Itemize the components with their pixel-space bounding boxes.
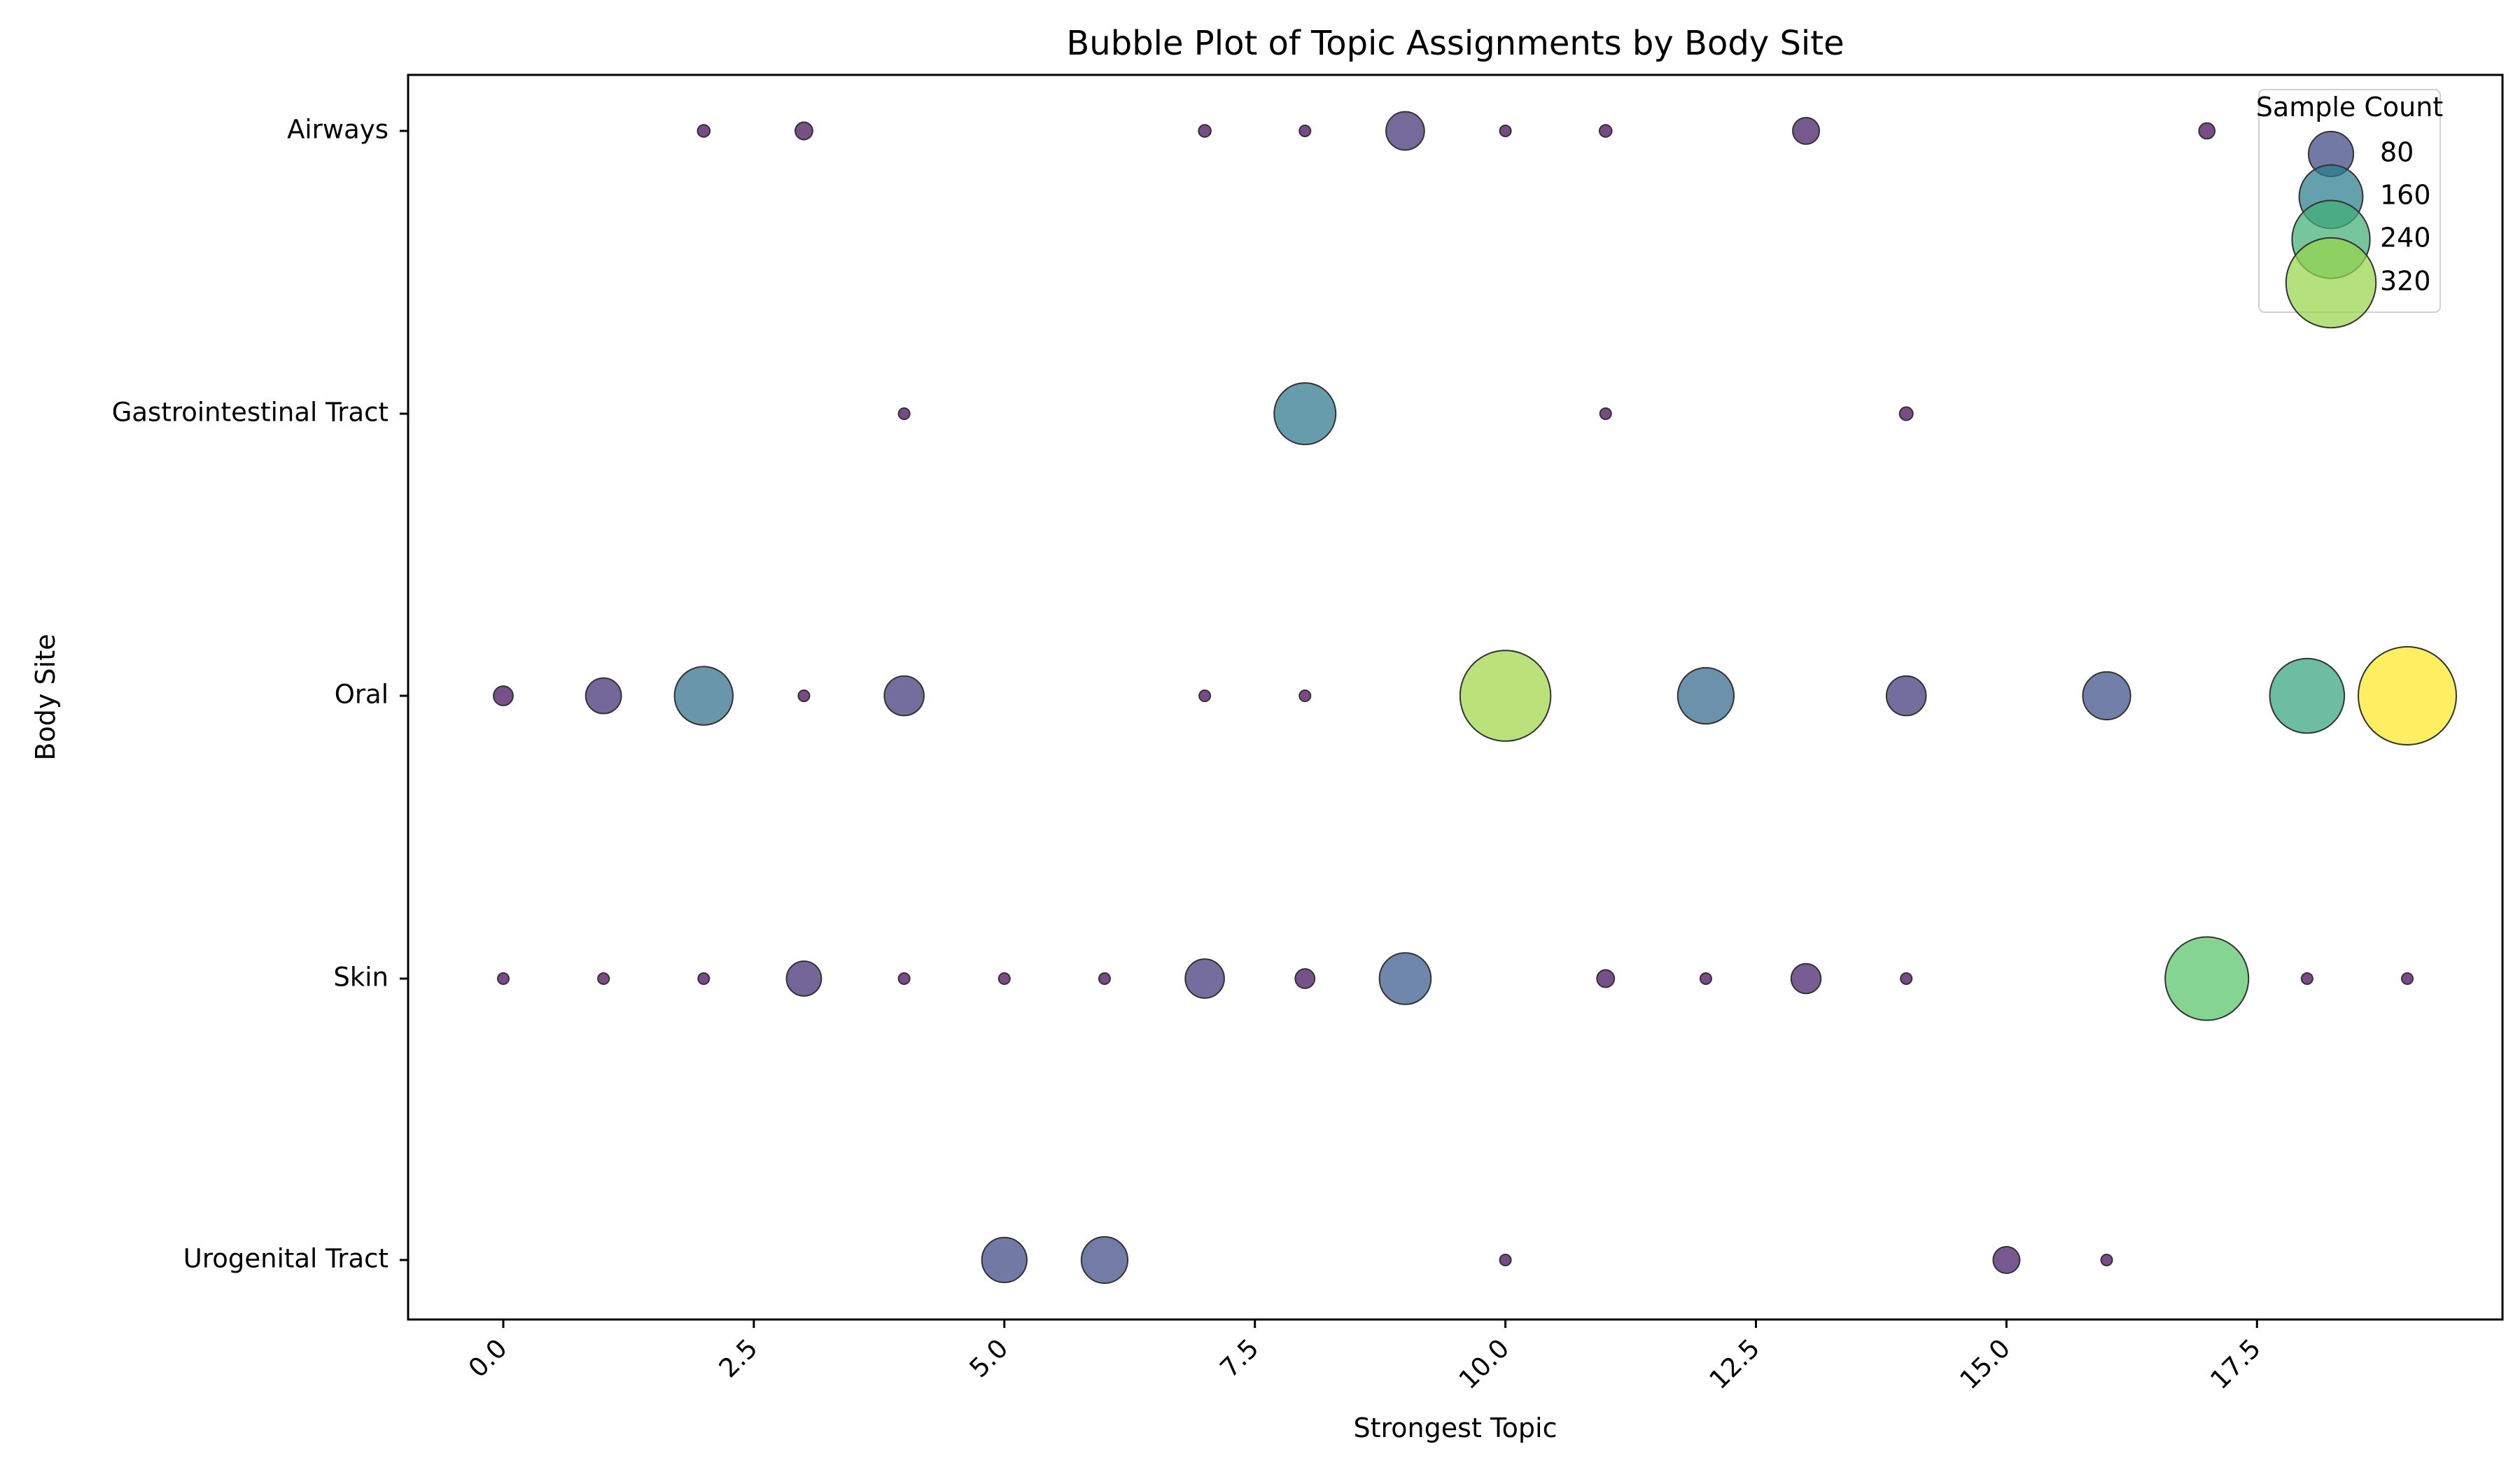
bubble-point [1499,124,1512,138]
bubble-point [1098,972,1111,986]
bubble-point [1378,952,1432,1005]
y-tick-label: Skin [333,962,388,993]
bubble-point [897,972,911,986]
bubble-point [2082,671,2132,721]
bubble-point [981,1236,1028,1284]
bubble-point [2269,657,2346,734]
bubble-point [797,689,811,703]
bubble-point [1885,675,1927,717]
bubble-point [1198,689,1212,703]
bubble-point [1499,1253,1512,1267]
bubble-point [2300,972,2314,986]
bubble-point [794,121,813,141]
legend-label: 80 [2380,137,2414,168]
legend-label: 240 [2380,223,2431,253]
x-tick-label: 17.5 [2204,1333,2267,1395]
bubble-point [883,675,925,717]
legend-bubble [2285,237,2377,329]
bubble-point [1198,124,1212,138]
bubble-point [493,685,514,706]
bubble-point [584,677,622,715]
bubble-point [597,972,610,986]
bubble-point [1676,666,1735,725]
bubble-point [1298,689,1312,703]
bubble-point [2164,936,2250,1021]
bubble-point [785,960,822,997]
bubble-point [697,972,710,986]
bubble-point [696,124,711,138]
chart-title: Bubble Plot of Topic Assignments by Body… [1066,24,1844,63]
bubble-point [1599,407,1612,421]
bubble-point [1298,124,1312,138]
bubble-point [1385,111,1425,151]
bubble-point [1459,650,1552,742]
bubble-point [1790,962,1822,995]
bubble-point [1992,1245,2021,1275]
x-tick-label: 2.5 [713,1333,764,1383]
x-tick-label: 12.5 [1704,1333,1766,1395]
bubble-point [1273,382,1337,445]
bubble-point [1900,972,1913,986]
y-tick-label: Airways [287,115,388,145]
x-tick-label: 10.0 [1453,1333,1516,1395]
bubble-point [1598,124,1613,138]
y-tick-label: Gastrointestinal Tract [112,398,388,428]
bubble-point [2400,972,2414,986]
bubble-point [1699,972,1712,986]
y-tick-label: Oral [335,680,388,710]
bubble-point [2198,122,2216,140]
x-tick-label: 7.5 [1214,1333,1264,1383]
x-tick-label: 0.0 [463,1333,513,1383]
y-axis-label: Body Site [30,634,61,761]
plot-frame [407,74,2504,1321]
bubble-point [997,972,1011,986]
bubble-point [2100,1253,2113,1267]
bubble-point [496,972,510,986]
y-tick-label: Urogenital Tract [183,1244,388,1274]
bubble-point [2358,646,2457,746]
bubble-point [1080,1236,1129,1284]
bubble-point [1898,406,1914,421]
legend-label: 160 [2380,180,2431,211]
bubble-point [897,407,911,421]
bubble-point [1184,958,1225,999]
bubble-point [1294,968,1316,989]
bubble-point [673,666,734,726]
bubble-point [1596,969,1616,988]
x-axis-label: Strongest Topic [1354,1413,1558,1443]
x-tick-label: 15.0 [1954,1333,2016,1395]
x-tick-label: 5.0 [964,1333,1014,1383]
legend-label: 320 [2380,266,2431,297]
plot-layer: Bubble Plot of Topic Assignments by Body… [30,24,2504,1443]
bubble-point [1792,116,1821,146]
legend-title: Sample Count [2256,92,2443,122]
